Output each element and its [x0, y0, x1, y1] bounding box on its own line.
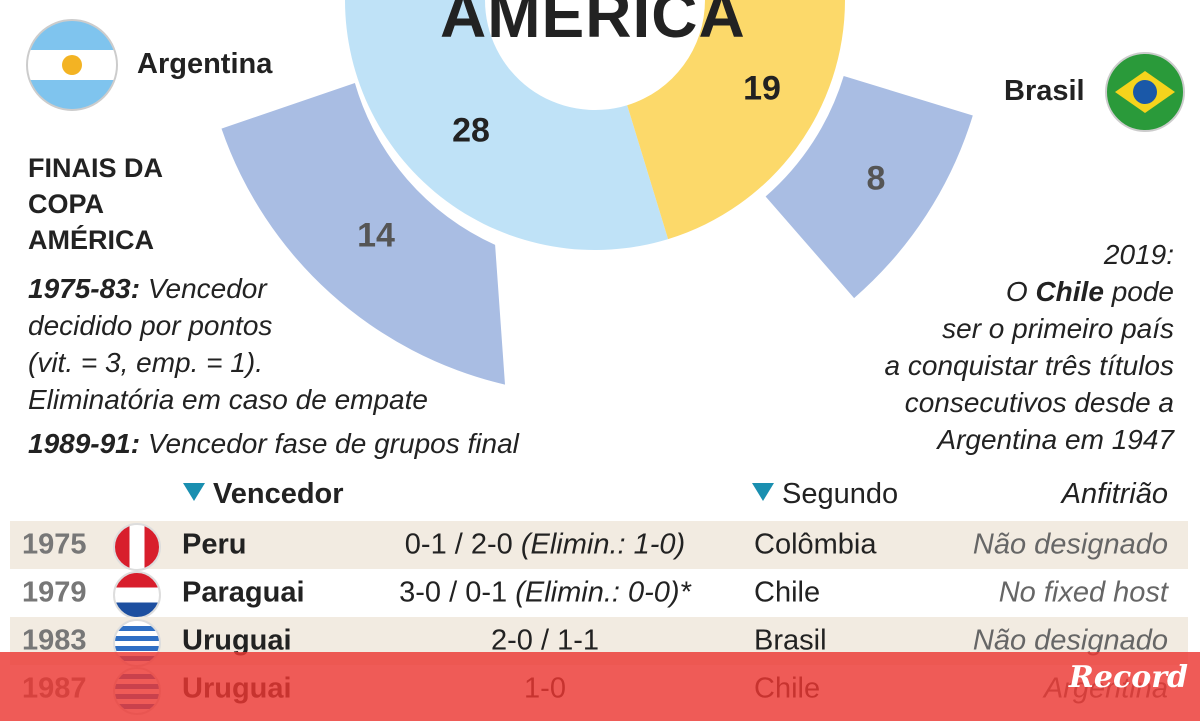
winner: Uruguai — [182, 624, 292, 657]
heading-line: FINAIS DA — [28, 153, 163, 183]
score-note: (Elimin.: 0-0)* — [515, 576, 691, 609]
brasil-flag — [1105, 52, 1185, 132]
brasil-runner-up-wedge — [765, 76, 973, 299]
argentina-ring — [345, 0, 669, 251]
overlay-band — [0, 652, 1200, 721]
note-text: Eliminatória em caso de empate — [28, 384, 428, 415]
brasil-ring — [627, 0, 845, 240]
header-text: Segundo — [782, 478, 899, 510]
side-note-text: pode — [1111, 276, 1174, 307]
heading-line: AMÉRICA — [28, 225, 154, 255]
host: Não designado — [972, 528, 1168, 561]
host: No fixed host — [998, 576, 1168, 609]
table-header: Vencedor — [183, 478, 344, 511]
score-cell: 0-1 / 2-0 (Elimin.: 1-0) — [405, 529, 685, 562]
side-note-text: consecutivos desde a — [904, 387, 1174, 418]
titles-count: 28 — [452, 111, 490, 150]
runner-up: Chile — [754, 576, 821, 609]
side-note: 2019: O Chile pode ser o primeiro país a… — [885, 236, 1174, 458]
runner-up: Colômbia — [754, 528, 877, 561]
winner: Paraguai — [182, 576, 305, 609]
row-flag — [113, 523, 161, 571]
heading: FINAIS DA COPA AMÉRICA — [28, 150, 163, 258]
note-text: decidido por pontos — [28, 310, 273, 341]
country-name: Argentina — [137, 48, 273, 80]
side-note-highlight: Chile — [1035, 276, 1104, 307]
argentina-flag — [26, 19, 118, 111]
score-cell: 2-0 / 1-1 — [491, 625, 599, 658]
note-label: 1989-91: — [28, 428, 141, 459]
score-note: (Elimin.: 1-0) — [520, 528, 686, 561]
runner-up-count: 8 — [866, 159, 886, 198]
year: 1983 — [22, 624, 87, 657]
side-note-text: a conquistar três títulos — [884, 350, 1174, 381]
side-note-text: O — [1005, 276, 1028, 307]
score: 2-0 / 1-1 — [491, 624, 599, 657]
note: 1975-83: Vencedor decidido por pontos (v… — [28, 270, 519, 462]
table-row: 1975 Peru 0-1 / 2-0 (Elimin.: 1-0) Colômbia… — [10, 521, 1188, 571]
logo: Record — [1068, 660, 1188, 695]
donut-chart — [221, 0, 973, 385]
row-flag — [113, 571, 161, 619]
runner-up-count: 14 — [357, 216, 395, 255]
note-text: Vencedor fase de grupos final — [147, 428, 519, 459]
argentina-runner-up-wedge — [221, 83, 505, 385]
note-label: 1975-83: — [28, 273, 141, 304]
host: Não designado — [972, 624, 1168, 657]
side-note-text: Argentina em 1947 — [937, 424, 1174, 455]
winner: Peru — [182, 528, 247, 561]
year: 1979 — [22, 576, 87, 609]
side-note-year: 2019: — [1103, 239, 1174, 270]
side-note-text: ser o primeiro país — [942, 313, 1174, 344]
table-header: Anfitrião — [1061, 478, 1168, 510]
titles-count: 19 — [743, 69, 781, 108]
heading-line: COPA — [28, 189, 105, 219]
note-text: Vencedor — [147, 273, 267, 304]
table-header: Segundo — [752, 478, 898, 511]
score-cell: 3-0 / 0-1 (Elimin.: 0-0)* — [399, 577, 691, 610]
country-name: Brasil — [1004, 75, 1085, 107]
score: 0-1 / 2-0 — [404, 528, 513, 561]
header-text: Vencedor — [213, 478, 344, 510]
score: 3-0 / 0-1 — [399, 576, 508, 609]
runner-up: Brasil — [754, 624, 827, 657]
title: AMÉRICA — [440, 0, 746, 51]
table-row: 1979 Paraguai 3-0 / 0-1 (Elimin.: 0-0)* Chi… — [10, 569, 1188, 619]
year: 1975 — [22, 528, 87, 561]
note-text: (vit. = 3, emp. = 1). — [28, 347, 263, 378]
